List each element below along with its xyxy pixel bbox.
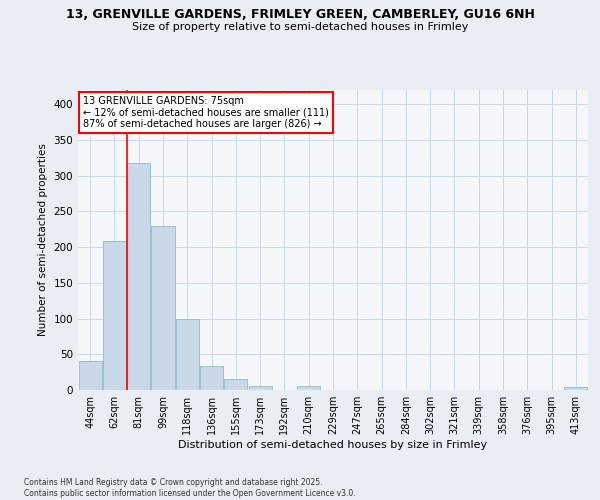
Text: Contains HM Land Registry data © Crown copyright and database right 2025.
Contai: Contains HM Land Registry data © Crown c… bbox=[24, 478, 356, 498]
Bar bbox=[565, 387, 587, 390]
Bar bbox=[248, 386, 272, 390]
Bar bbox=[224, 378, 247, 390]
Y-axis label: Number of semi-detached properties: Number of semi-detached properties bbox=[38, 144, 48, 336]
X-axis label: Distribution of semi-detached houses by size in Frimley: Distribution of semi-detached houses by … bbox=[178, 440, 488, 450]
Bar bbox=[79, 360, 101, 390]
Bar bbox=[151, 226, 175, 390]
Bar bbox=[103, 242, 126, 390]
Bar bbox=[200, 366, 223, 390]
Text: 13 GRENVILLE GARDENS: 75sqm
← 12% of semi-detached houses are smaller (111)
87% : 13 GRENVILLE GARDENS: 75sqm ← 12% of sem… bbox=[83, 96, 329, 129]
Text: 13, GRENVILLE GARDENS, FRIMLEY GREEN, CAMBERLEY, GU16 6NH: 13, GRENVILLE GARDENS, FRIMLEY GREEN, CA… bbox=[65, 8, 535, 20]
Bar bbox=[176, 318, 199, 390]
Text: Size of property relative to semi-detached houses in Frimley: Size of property relative to semi-detach… bbox=[132, 22, 468, 32]
Bar bbox=[127, 163, 150, 390]
Bar bbox=[297, 386, 320, 390]
